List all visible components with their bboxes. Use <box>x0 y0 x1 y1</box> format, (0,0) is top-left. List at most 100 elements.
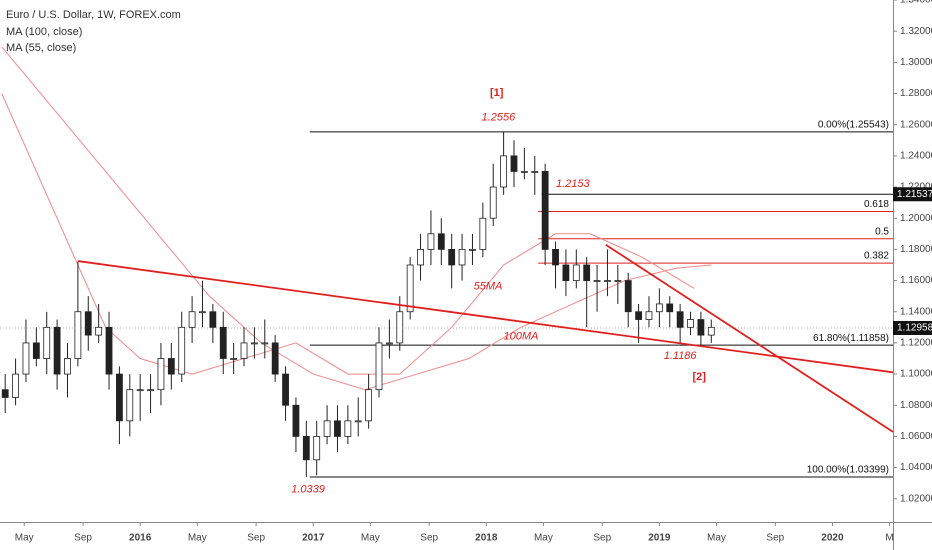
candle-body <box>334 420 341 437</box>
candle-body <box>406 264 414 313</box>
trendline <box>605 243 894 433</box>
candle-body <box>448 248 456 266</box>
legend-entry: MA (100, close) <box>6 26 82 38</box>
candle-body <box>385 342 393 345</box>
candle-body <box>199 311 206 314</box>
fib-label: 0.382 <box>864 251 889 262</box>
candle-body <box>624 280 632 313</box>
candle-body <box>655 303 663 313</box>
candle-body <box>614 280 622 282</box>
fib-label: 100.00%(1.03399) <box>807 465 889 476</box>
annotation: 1.1186 <box>664 350 698 362</box>
candle-body <box>12 373 19 398</box>
candle-body <box>167 358 175 375</box>
candle-body <box>323 420 331 437</box>
candle-body <box>219 326 227 359</box>
candle-body <box>271 342 279 375</box>
candle-body <box>64 358 71 375</box>
candle-body <box>344 420 352 437</box>
y-tick-label: 1.14000 <box>900 306 932 317</box>
y-tick-label: 1.30000 <box>900 57 932 68</box>
fib-label: 0.5 <box>875 226 889 237</box>
y-tick-label: 1.32000 <box>900 26 932 37</box>
x-tick-label: May <box>534 533 553 544</box>
candle-body <box>188 311 196 328</box>
annotation: 100MA <box>503 331 538 343</box>
candle-body <box>458 248 466 266</box>
candle-body <box>562 264 570 281</box>
candle-body <box>282 373 289 406</box>
candle-body <box>209 311 217 328</box>
x-tick-label: 2017 <box>302 533 325 544</box>
fib-label: 61.80%(1.11858) <box>813 333 889 344</box>
x-tick-label: Sep <box>766 533 784 544</box>
candle-body <box>479 217 487 250</box>
moving-average <box>1 93 695 375</box>
candle-body <box>437 233 445 250</box>
candle-body <box>313 436 321 461</box>
candle-body <box>531 171 539 173</box>
x-tick-label: May <box>15 533 34 544</box>
candle-body <box>74 311 82 359</box>
candle-body <box>552 248 559 266</box>
y-tick-label: 1.26000 <box>900 119 932 130</box>
y-tick-label: 1.20000 <box>900 213 932 224</box>
candle-body <box>261 342 269 345</box>
x-tick-label: 2016 <box>129 533 152 544</box>
candle-body <box>417 248 424 266</box>
annotation: 55MA <box>474 281 503 293</box>
y-tick-label: 1.02000 <box>900 493 932 504</box>
y-tick-label: 1.06000 <box>900 431 932 442</box>
price-box-label: 1.12958 <box>897 323 932 334</box>
y-tick-label: 1.18000 <box>900 244 932 255</box>
price-box <box>893 320 932 335</box>
candle-body <box>396 311 404 344</box>
x-tick-label: Sep <box>74 533 92 544</box>
candle-body <box>105 326 113 375</box>
candle-body <box>604 280 611 282</box>
x-tick-label: 2020 <box>821 533 844 544</box>
candle-body <box>707 326 715 336</box>
legend-entry: MA (55, close) <box>6 42 76 54</box>
annotation: 1.2153 <box>556 178 591 190</box>
candle-body <box>292 404 300 437</box>
candle-body <box>251 342 258 345</box>
candle-body <box>510 155 518 172</box>
candle-body <box>427 233 435 250</box>
x-tick-label: Sep <box>420 533 438 544</box>
y-tick-label: 1.24000 <box>900 151 932 162</box>
candle-body <box>583 264 591 281</box>
candle-body <box>43 326 51 359</box>
annotation: 1.2556 <box>482 111 517 123</box>
candle-body <box>676 311 684 328</box>
candle-body <box>354 420 362 423</box>
trendline <box>77 260 894 374</box>
candle-body <box>541 171 549 250</box>
y-tick-label: 1.08000 <box>900 400 932 411</box>
candle-body <box>84 311 92 336</box>
annotation: [1] <box>490 87 504 99</box>
candle-body <box>666 303 674 313</box>
x-tick-label: Sep <box>247 533 265 544</box>
candle-body <box>230 358 238 360</box>
annotation: 1.0339 <box>291 483 325 495</box>
y-tick-label: 1.28000 <box>900 88 932 99</box>
fib-label: 0.00%(1.25543) <box>818 119 889 130</box>
x-tick-label: May <box>707 533 726 544</box>
candle-body <box>593 280 601 282</box>
y-tick-label: 1.10000 <box>900 369 932 380</box>
candle-body <box>697 319 705 336</box>
candle-body <box>645 311 653 320</box>
candle-body <box>178 326 186 375</box>
candle-body <box>240 342 248 359</box>
candle-body <box>375 342 383 391</box>
fib-label: 0.618 <box>864 199 889 210</box>
price-box <box>893 187 932 202</box>
candle-body <box>53 326 61 375</box>
x-tick-label: 2018 <box>475 533 498 544</box>
x-tick-label: Sep <box>593 533 611 544</box>
candle-body <box>95 326 103 336</box>
chart-title: Euro / U.S. Dollar, 1W, FOREX.com <box>6 9 181 21</box>
